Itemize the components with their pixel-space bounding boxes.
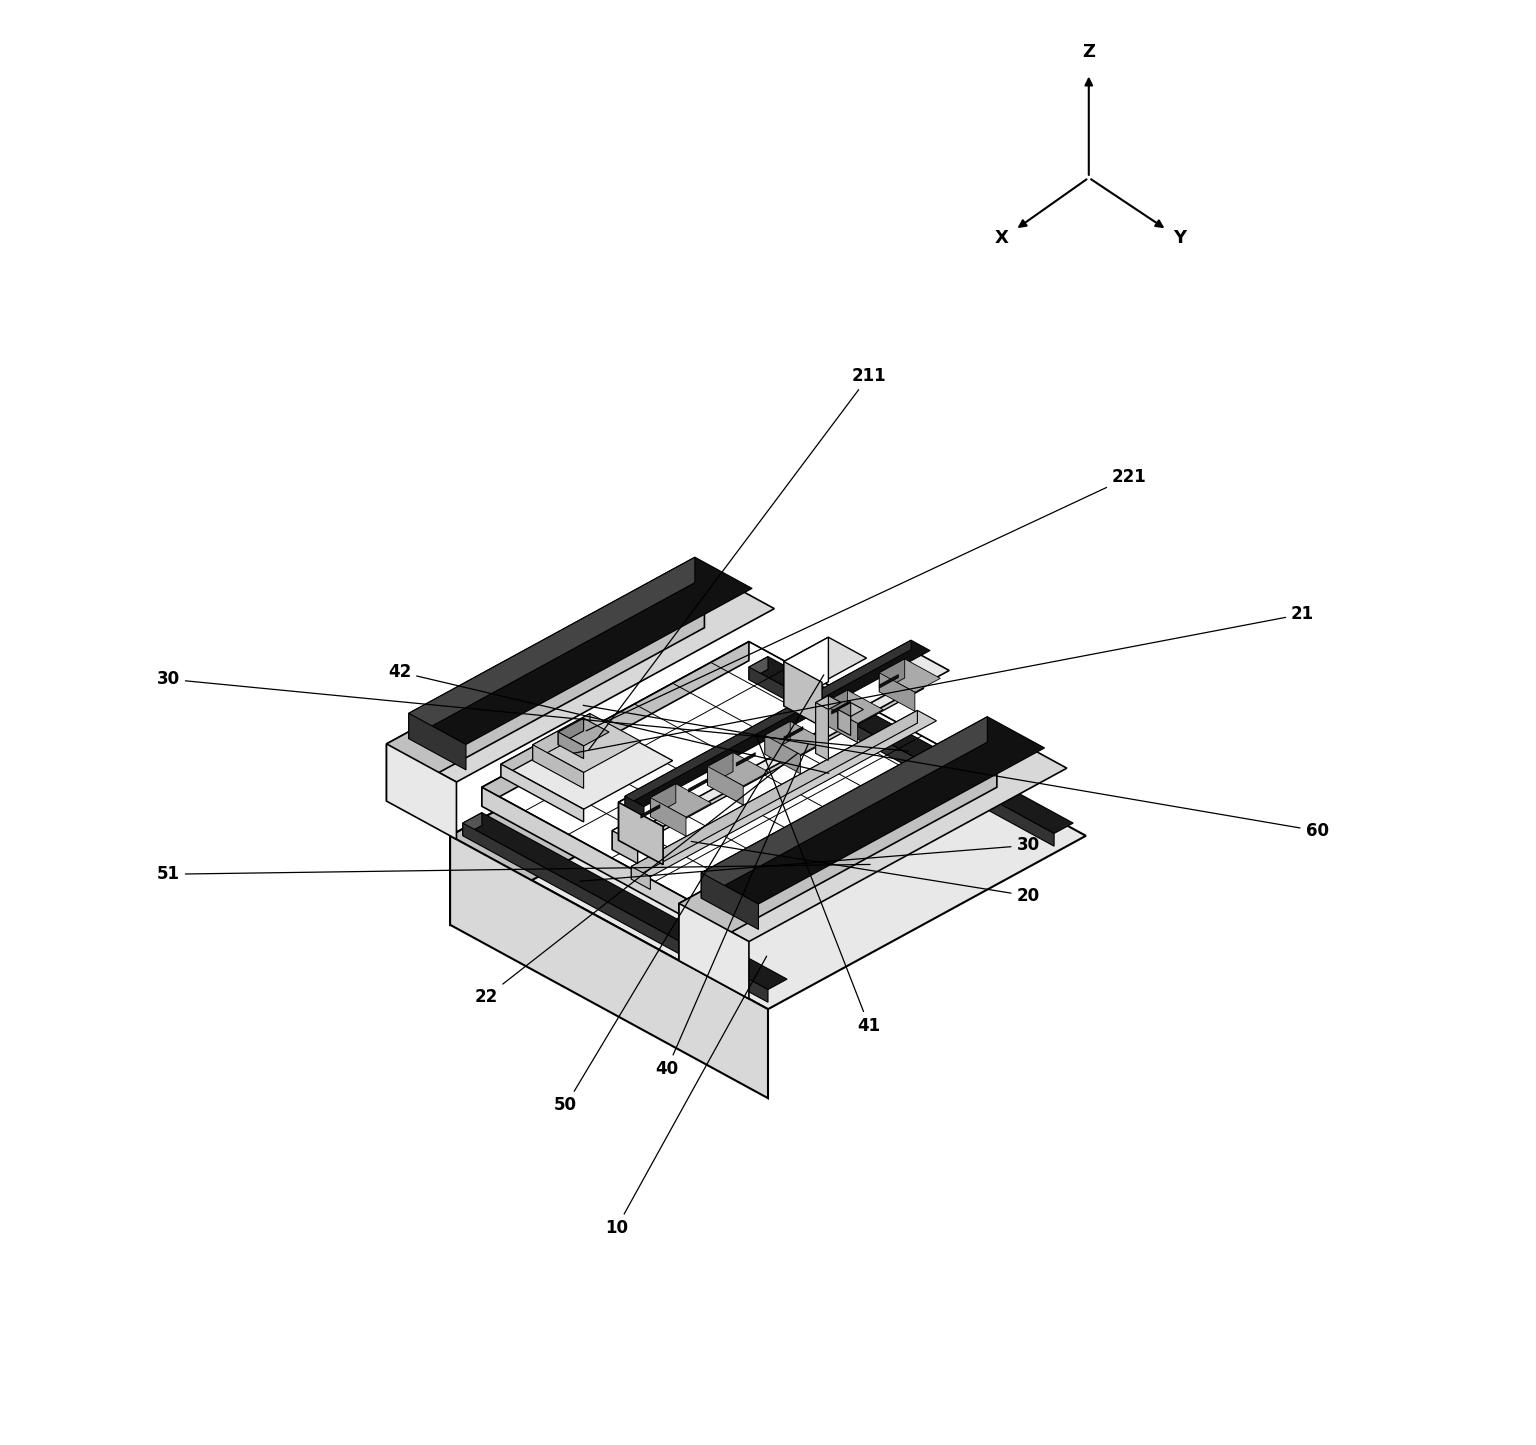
Polygon shape [879,659,905,692]
Polygon shape [831,701,851,714]
Text: Z: Z [1083,43,1095,61]
Text: 30: 30 [157,670,908,751]
Text: 60: 60 [584,705,1329,840]
Polygon shape [822,691,883,724]
Polygon shape [631,711,917,879]
Polygon shape [462,812,786,990]
Polygon shape [450,662,768,925]
Polygon shape [783,637,828,707]
Polygon shape [816,702,828,760]
Polygon shape [783,727,803,740]
Polygon shape [822,691,848,722]
Polygon shape [462,824,768,1003]
Polygon shape [619,802,664,864]
Polygon shape [765,736,800,773]
Polygon shape [765,721,790,754]
Polygon shape [625,640,911,806]
Polygon shape [879,675,899,688]
Polygon shape [765,721,826,754]
Polygon shape [450,835,768,1098]
Polygon shape [702,717,988,899]
Polygon shape [462,812,482,835]
Text: 21: 21 [573,605,1315,753]
Polygon shape [387,744,456,840]
Polygon shape [702,717,1044,905]
Text: 211: 211 [588,367,886,750]
Text: 22: 22 [475,753,797,1006]
Polygon shape [387,571,774,782]
Polygon shape [558,733,584,759]
Polygon shape [702,873,759,929]
Polygon shape [650,783,676,816]
Polygon shape [501,715,590,777]
Polygon shape [625,796,644,816]
Polygon shape [816,695,842,709]
Polygon shape [619,646,905,841]
Polygon shape [650,783,711,816]
Polygon shape [501,764,584,822]
Text: 42: 42 [389,663,829,773]
Polygon shape [650,798,687,837]
Polygon shape [679,730,1068,942]
Polygon shape [839,702,863,717]
Polygon shape [708,766,743,805]
Polygon shape [501,715,673,809]
Polygon shape [409,714,465,770]
Polygon shape [839,709,851,736]
Polygon shape [750,668,1054,847]
Polygon shape [679,903,750,998]
Text: 41: 41 [756,736,880,1035]
Polygon shape [879,659,940,692]
Polygon shape [387,571,705,801]
Polygon shape [631,711,937,877]
Polygon shape [688,779,708,792]
Polygon shape [558,718,584,744]
Polygon shape [558,718,610,746]
Text: X: X [995,230,1009,247]
Polygon shape [482,788,697,925]
Polygon shape [641,805,660,818]
Polygon shape [839,702,851,728]
Polygon shape [816,695,828,753]
Polygon shape [409,558,694,738]
Polygon shape [679,730,997,961]
Polygon shape [631,867,650,890]
Polygon shape [708,753,768,786]
Text: 20: 20 [691,841,1040,905]
Polygon shape [750,656,768,679]
Text: 51: 51 [157,864,869,883]
Polygon shape [783,662,822,727]
Polygon shape [613,675,899,850]
Polygon shape [783,637,866,682]
Text: 30: 30 [581,837,1040,881]
Polygon shape [736,753,756,766]
Text: Y: Y [1174,230,1186,247]
Text: 221: 221 [587,468,1147,731]
Text: 50: 50 [554,675,823,1114]
Polygon shape [482,642,965,905]
Polygon shape [879,673,915,711]
Polygon shape [822,704,857,743]
Text: 10: 10 [605,957,766,1237]
Polygon shape [533,744,584,789]
Polygon shape [450,662,1086,1009]
Polygon shape [613,831,637,864]
Polygon shape [533,714,641,773]
Polygon shape [625,640,931,806]
Polygon shape [533,714,590,760]
Polygon shape [708,753,733,786]
Polygon shape [613,675,923,844]
Polygon shape [750,656,1074,834]
Polygon shape [619,646,949,827]
Text: 40: 40 [656,744,808,1078]
Polygon shape [482,642,750,806]
Polygon shape [409,558,753,744]
